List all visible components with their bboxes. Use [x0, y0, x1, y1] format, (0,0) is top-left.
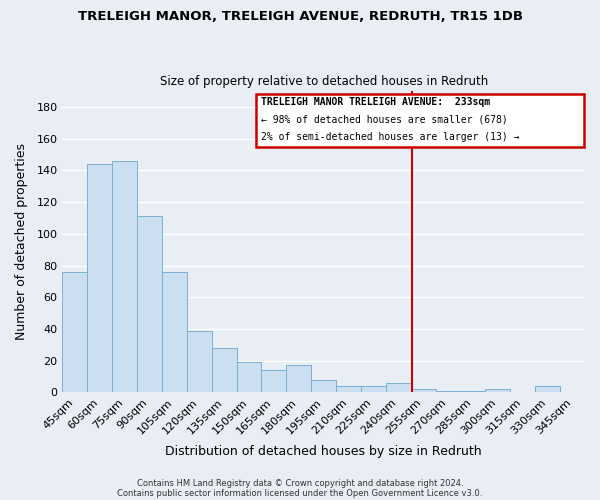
Bar — [485, 389, 511, 392]
Bar — [386, 383, 411, 392]
Bar — [112, 161, 137, 392]
Text: TRELEIGH MANOR TRELEIGH AVENUE:  233sqm: TRELEIGH MANOR TRELEIGH AVENUE: 233sqm — [262, 96, 491, 106]
Bar — [162, 272, 187, 392]
Text: Contains public sector information licensed under the Open Government Licence v3: Contains public sector information licen… — [118, 488, 482, 498]
Bar — [436, 391, 461, 392]
Bar — [461, 391, 485, 392]
Bar — [62, 272, 87, 392]
Bar — [361, 386, 386, 392]
X-axis label: Distribution of detached houses by size in Redruth: Distribution of detached houses by size … — [166, 444, 482, 458]
Text: 2% of semi-detached houses are larger (13) →: 2% of semi-detached houses are larger (1… — [262, 132, 520, 141]
Bar — [87, 164, 112, 392]
Text: ← 98% of detached houses are smaller (678): ← 98% of detached houses are smaller (67… — [262, 114, 508, 124]
Bar — [411, 389, 436, 392]
Bar — [311, 380, 336, 392]
Bar — [286, 366, 311, 392]
Y-axis label: Number of detached properties: Number of detached properties — [15, 143, 28, 340]
Bar — [262, 370, 286, 392]
Title: Size of property relative to detached houses in Redruth: Size of property relative to detached ho… — [160, 76, 488, 88]
Bar — [336, 386, 361, 392]
Text: Contains HM Land Registry data © Crown copyright and database right 2024.: Contains HM Land Registry data © Crown c… — [137, 478, 463, 488]
Bar — [137, 216, 162, 392]
Bar — [236, 362, 262, 392]
Bar — [535, 386, 560, 392]
Text: TRELEIGH MANOR, TRELEIGH AVENUE, REDRUTH, TR15 1DB: TRELEIGH MANOR, TRELEIGH AVENUE, REDRUTH… — [77, 10, 523, 23]
Bar — [187, 330, 212, 392]
Bar — [212, 348, 236, 393]
FancyBboxPatch shape — [256, 94, 584, 146]
